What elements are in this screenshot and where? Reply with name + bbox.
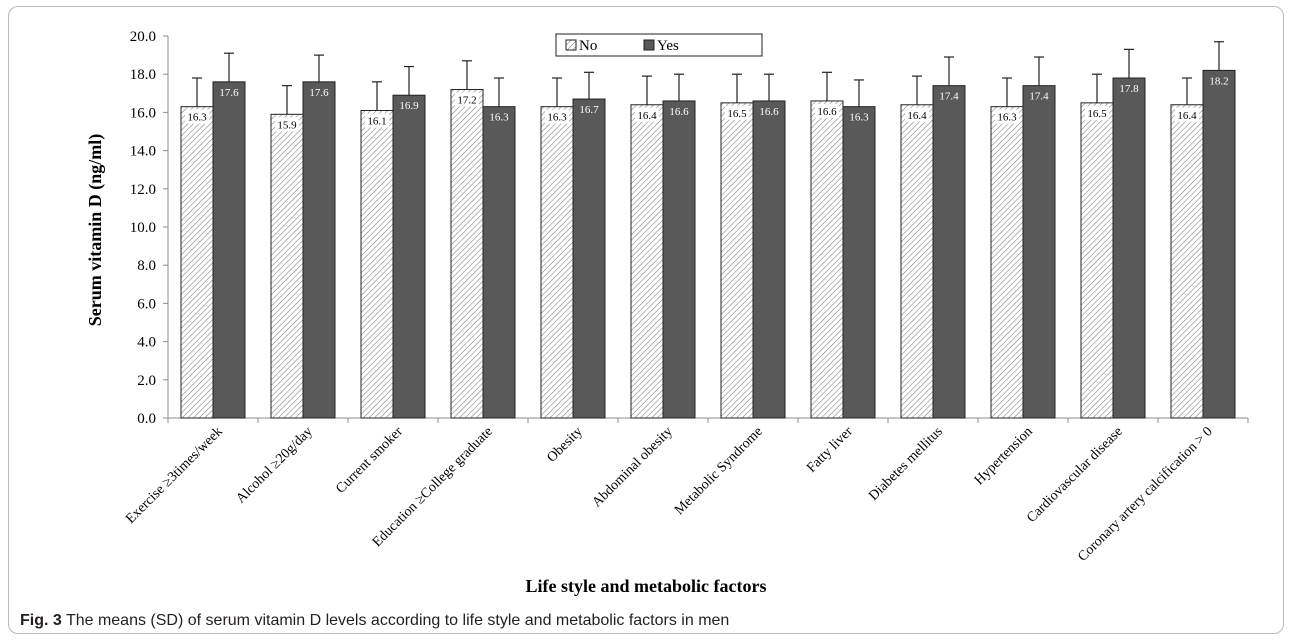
bar-no	[180, 106, 214, 419]
bar-yes	[302, 81, 336, 419]
data-label-bg	[365, 113, 389, 128]
bar-no	[270, 113, 304, 419]
figure-caption: Fig. 3 The means (SD) of serum vitamin D…	[20, 612, 729, 630]
y-tick-label: 0.0	[137, 411, 156, 427]
data-label: 16.5	[727, 108, 747, 120]
axes	[163, 35, 1249, 423]
caption-text: The means (SD) of serum vitamin D levels…	[65, 612, 730, 629]
legend-swatch-no	[565, 39, 577, 51]
bars: 16.3 17.6 15.9 17.6 16.1 16.9 17.2 16.3 16.3 16.7…	[180, 41, 1236, 419]
data-label: 16.4	[1177, 110, 1197, 122]
data-label: 17.6	[219, 87, 239, 99]
y-tick-label: 6.0	[137, 296, 156, 312]
legend-swatch-yes	[643, 39, 655, 51]
data-label-bg	[455, 92, 479, 107]
data-label-bg	[815, 103, 839, 118]
bar-yes	[1202, 69, 1236, 419]
data-label: 17.8	[1119, 83, 1139, 95]
bar-no	[1080, 102, 1114, 419]
bar-no	[900, 104, 934, 419]
x-tick-label: Cardiovascular disease	[1024, 424, 1126, 526]
data-label: 16.3	[187, 112, 207, 124]
figure-frame	[8, 6, 1284, 634]
y-axis-label: Serum vitamin D (ng/ml)	[85, 134, 106, 327]
bar-yes	[842, 106, 876, 419]
data-label-bg	[1085, 105, 1109, 120]
y-tick-label: 18.0	[130, 67, 156, 83]
data-label-bg	[995, 109, 1019, 124]
data-label: 16.5	[1087, 108, 1107, 120]
y-tick-label: 10.0	[130, 220, 156, 236]
bar-yes	[1022, 85, 1056, 419]
data-label-bg	[545, 109, 569, 124]
y-tick-label: 14.0	[130, 144, 156, 160]
data-label-bg	[635, 107, 659, 122]
bar-yes	[752, 100, 786, 419]
data-label-bg	[725, 105, 749, 120]
bar-yes	[212, 81, 246, 419]
x-tick-label: Abdominal obesity	[590, 424, 676, 510]
data-label: 16.3	[997, 112, 1017, 124]
x-tick-label: Metabolic Syndrome	[672, 424, 766, 518]
bar-no	[540, 106, 574, 419]
data-label: 17.2	[457, 94, 476, 106]
data-label: 15.9	[277, 119, 297, 131]
bar-yes	[932, 85, 966, 419]
data-label: 16.4	[907, 110, 927, 122]
bar-no	[450, 88, 484, 419]
data-label: 16.3	[849, 112, 869, 124]
data-label: 16.4	[637, 110, 657, 122]
data-label: 16.3	[547, 112, 567, 124]
data-label: 17.6	[309, 87, 329, 99]
x-axis-label: Life style and metabolic factors	[526, 576, 767, 596]
x-tick-label: Hypertension	[972, 424, 1036, 488]
data-label: 16.6	[669, 106, 689, 118]
bar-no	[720, 102, 754, 419]
data-label: 16.1	[367, 115, 386, 127]
bar-yes	[1112, 77, 1146, 419]
data-label: 16.3	[489, 112, 509, 124]
legend-box	[555, 33, 763, 57]
data-label-bg	[275, 117, 299, 132]
bar-no	[630, 104, 664, 419]
bar-no	[1170, 104, 1204, 419]
bar-yes	[392, 94, 426, 419]
bar-yes	[662, 100, 696, 419]
x-tick-label: Fatty liver	[804, 424, 856, 476]
x-tick-label: Diabetes mellitus	[866, 424, 946, 504]
bar-no	[990, 106, 1024, 419]
y-tick-label: 20.0	[130, 29, 156, 45]
y-tick-label: 2.0	[137, 373, 156, 389]
data-label-bg	[185, 109, 209, 124]
legend-label-yes: Yes	[657, 38, 679, 54]
data-label: 16.6	[817, 106, 837, 118]
x-tick-label: Current smoker	[333, 424, 406, 497]
caption-label: Fig. 3	[20, 612, 62, 629]
data-label: 17.4	[1029, 91, 1049, 103]
y-tick-label: 12.0	[130, 182, 156, 198]
data-label: 16.6	[759, 106, 779, 118]
data-label: 18.2	[1209, 75, 1228, 87]
data-label: 16.9	[399, 100, 419, 112]
bar-no	[810, 100, 844, 419]
bar-yes	[482, 106, 516, 419]
y-tick-label: 8.0	[137, 258, 156, 274]
data-label-bg	[1175, 107, 1199, 122]
bar-yes	[572, 98, 606, 419]
data-label: 17.4	[939, 91, 959, 103]
data-label-bg	[905, 107, 929, 122]
bar-no	[360, 109, 394, 419]
y-tick-label: 4.0	[137, 335, 156, 351]
legend-label-no: No	[579, 38, 597, 54]
data-label: 16.7	[579, 104, 599, 116]
x-tick-label: Exercise ≥3times/week	[123, 424, 226, 527]
y-tick-label: 16.0	[130, 105, 156, 121]
x-tick-label: Alcohol ≥20g/day	[234, 424, 316, 506]
legend: No Yes	[555, 33, 763, 57]
x-tick-label: Obesity	[544, 424, 585, 465]
